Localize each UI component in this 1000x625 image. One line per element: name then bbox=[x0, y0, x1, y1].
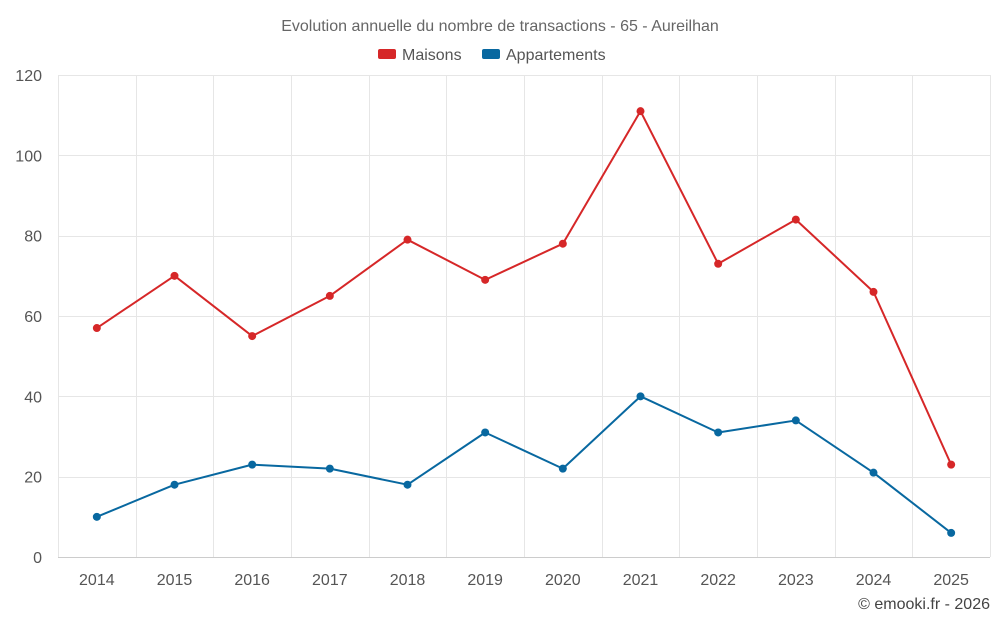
y-tick-label: 40 bbox=[24, 389, 42, 406]
x-tick-label: 2021 bbox=[623, 572, 659, 589]
data-point-maisons[interactable] bbox=[248, 332, 257, 341]
series-group bbox=[92, 107, 956, 537]
x-tick-label: 2018 bbox=[390, 572, 426, 589]
data-point-appartements[interactable] bbox=[481, 428, 490, 437]
y-tick-label: 80 bbox=[24, 229, 42, 246]
credit-text: © emooki.fr - 2026 bbox=[858, 596, 990, 613]
x-tick-label: 2017 bbox=[312, 572, 348, 589]
data-point-maisons[interactable] bbox=[947, 460, 956, 469]
data-point-appartements[interactable] bbox=[403, 480, 412, 489]
legend-label-maisons: Maisons bbox=[402, 47, 462, 64]
data-point-appartements[interactable] bbox=[947, 528, 956, 537]
y-axis-ticks: 0 20 40 60 80 100 120 bbox=[15, 68, 42, 567]
data-point-maisons[interactable] bbox=[481, 275, 490, 284]
data-point-maisons[interactable] bbox=[869, 287, 878, 296]
legend-item-maisons[interactable]: Maisons bbox=[378, 47, 462, 64]
data-point-appartements[interactable] bbox=[791, 416, 800, 425]
data-point-appartements[interactable] bbox=[248, 460, 257, 469]
x-tick-label: 2024 bbox=[856, 572, 892, 589]
y-tick-label: 20 bbox=[24, 470, 42, 487]
legend-swatch-appartements bbox=[482, 49, 500, 59]
x-axis-ticks: 2014 2015 2016 2017 2018 2019 2020 2021 2022 2023… bbox=[79, 572, 969, 589]
y-tick-label: 100 bbox=[15, 148, 42, 165]
data-point-appartements[interactable] bbox=[714, 428, 723, 437]
series-line-maisons bbox=[96, 110, 953, 466]
series-line-appartements bbox=[96, 395, 952, 534]
x-tick-label: 2015 bbox=[157, 572, 193, 589]
data-point-appartements[interactable] bbox=[170, 480, 179, 489]
data-point-maisons[interactable] bbox=[558, 239, 567, 248]
legend: Maisons Appartements bbox=[378, 47, 606, 64]
data-point-appartements[interactable] bbox=[325, 464, 334, 473]
chart-title: Evolution annuelle du nombre de transact… bbox=[281, 18, 719, 35]
data-point-maisons[interactable] bbox=[170, 271, 179, 280]
data-point-maisons[interactable] bbox=[92, 324, 101, 333]
data-point-maisons[interactable] bbox=[714, 259, 723, 268]
data-point-appartements[interactable] bbox=[92, 512, 101, 521]
legend-swatch-maisons bbox=[378, 49, 396, 59]
data-point-appartements[interactable] bbox=[558, 464, 567, 473]
data-point-maisons[interactable] bbox=[325, 291, 334, 300]
x-tick-label: 2014 bbox=[79, 572, 115, 589]
data-point-maisons[interactable] bbox=[403, 235, 412, 244]
x-tick-label: 2019 bbox=[467, 572, 503, 589]
x-tick-label: 2020 bbox=[545, 572, 581, 589]
legend-label-appartements: Appartements bbox=[506, 47, 606, 64]
x-tick-label: 2023 bbox=[778, 572, 814, 589]
y-tick-label: 120 bbox=[15, 68, 42, 85]
legend-item-appartements[interactable]: Appartements bbox=[482, 47, 606, 64]
gridlines bbox=[58, 75, 991, 557]
x-tick-label: 2016 bbox=[234, 572, 270, 589]
data-point-maisons[interactable] bbox=[791, 215, 800, 224]
data-point-appartements[interactable] bbox=[869, 468, 878, 477]
x-tick-label: 2022 bbox=[700, 572, 736, 589]
data-point-maisons[interactable] bbox=[636, 107, 645, 116]
data-point-appartements[interactable] bbox=[636, 392, 645, 401]
y-tick-label: 0 bbox=[33, 550, 42, 567]
x-tick-label: 2025 bbox=[933, 572, 969, 589]
y-tick-label: 60 bbox=[24, 309, 42, 326]
